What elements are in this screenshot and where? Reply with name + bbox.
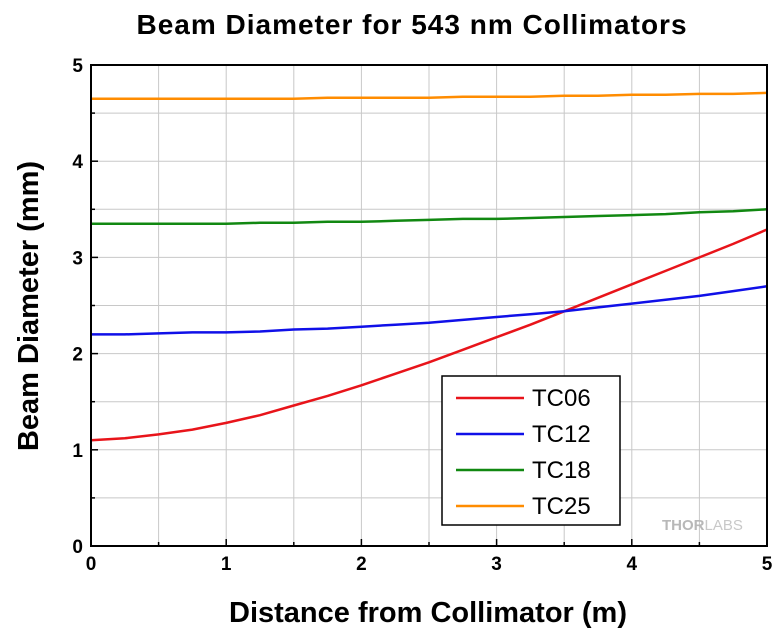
y-tick-label: 1	[72, 441, 83, 462]
x-tick-label: 1	[221, 554, 232, 575]
y-tick-label: 0	[72, 537, 83, 558]
chart-title: Beam Diameter for 543 nm Collimators	[136, 9, 687, 40]
legend: TC06 TC12 TC18 TC25	[441, 375, 621, 526]
x-tick-labels: 0 1 2 3 4 5	[86, 554, 773, 575]
legend-label-tc12: TC12	[532, 421, 591, 448]
y-tick-label: 3	[72, 248, 83, 269]
x-tick-label: 4	[627, 554, 638, 575]
series-line-tc06	[90, 228, 768, 442]
watermark-text: THORLABS	[662, 517, 743, 534]
y-tick-label: 5	[72, 56, 83, 77]
y-tick-label: 4	[72, 152, 83, 173]
legend-label-tc18: TC18	[532, 457, 591, 484]
legend-entries: TC06 TC12 TC18 TC25	[456, 385, 591, 520]
x-tick-label: 2	[356, 554, 367, 575]
legend-box	[441, 375, 621, 526]
y-tick-label: 2	[72, 345, 83, 366]
series-line-tc12	[91, 285, 768, 336]
legend-label-tc06: TC06	[532, 385, 591, 412]
thorlabs-watermark: THORLABS	[662, 517, 743, 534]
x-axis-label: Distance from Collimator (m)	[229, 597, 627, 629]
series-line-tc18	[91, 208, 768, 225]
x-tick-label: 3	[491, 554, 502, 575]
legend-label-tc25: TC25	[532, 493, 591, 520]
y-tick-labels: 0 1 2 3 4 5	[72, 56, 83, 558]
x-tick-label: 0	[86, 554, 97, 575]
series-line-tc25	[91, 91, 768, 100]
grid	[91, 65, 767, 546]
x-tick-label: 5	[762, 554, 773, 575]
y-axis-label: Beam Diameter (mm)	[13, 161, 45, 451]
series-lines	[90, 91, 768, 442]
axis-ticks	[90, 64, 768, 547]
